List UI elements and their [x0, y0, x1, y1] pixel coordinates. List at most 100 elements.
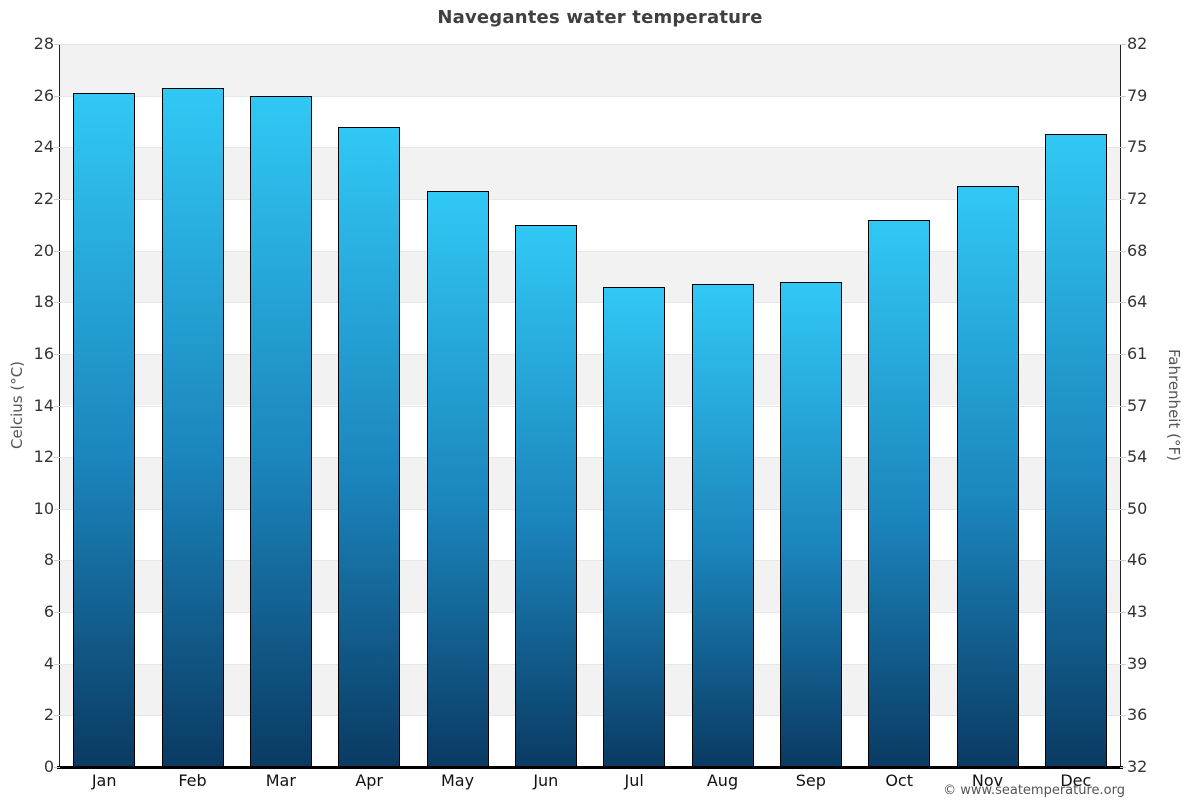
right-axis-tick: [1120, 457, 1126, 459]
y-tick-label-left: 8: [43, 550, 54, 570]
y-tick-label-right: 39: [1127, 653, 1148, 673]
left-axis-tick: [54, 715, 60, 717]
right-axis-tick: [1120, 250, 1126, 252]
y-tick-label-left: 22: [33, 188, 54, 208]
left-axis-tick: [54, 302, 60, 304]
left-axis-tick: [54, 95, 60, 97]
gridline: [60, 509, 1120, 510]
right-axis-tick: [1120, 44, 1126, 45]
x-tick-label-oct: Oct: [885, 771, 913, 790]
x-tick-label-jul: Jul: [624, 771, 644, 790]
left-axis-tick: [54, 44, 60, 45]
y-band: [60, 457, 1120, 509]
y-tick-label-right: 46: [1127, 550, 1148, 570]
right-axis-tick: [1120, 612, 1126, 614]
left-axis-tick: [54, 457, 60, 459]
temperature-bar-nov[interactable]: [956, 186, 1019, 767]
right-axis-tick: [1120, 147, 1126, 149]
y-tick-label-left: 16: [33, 343, 54, 363]
y-tick-label-right: 64: [1127, 292, 1148, 312]
x-tick-label-dec: Dec: [1060, 771, 1092, 790]
x-tick-label-jan: Jan: [91, 771, 117, 790]
gridline: [60, 457, 1120, 458]
temperature-bar-sep[interactable]: [779, 281, 842, 767]
left-axis-tick: [54, 560, 60, 562]
y-band: [60, 250, 1120, 303]
gridline: [60, 354, 1120, 355]
x-tick-label-may: May: [440, 771, 475, 790]
x-tick-label-nov: Nov: [971, 771, 1004, 790]
left-axis-tick: [54, 663, 60, 665]
x-tick-label-sep: Sep: [795, 771, 826, 790]
gridline: [60, 406, 1120, 407]
left-axis-tick: [54, 405, 60, 407]
gridline: [60, 44, 1120, 45]
y-tick-label-left: 0: [43, 757, 54, 776]
left-axis-tick: [54, 353, 60, 355]
temperature-bar-jul[interactable]: [603, 286, 666, 767]
left-axis-tick: [54, 612, 60, 614]
temperature-bar-oct[interactable]: [868, 219, 931, 767]
gridline: [60, 251, 1120, 252]
y-band: [60, 44, 1120, 96]
y-tick-label-left: 20: [33, 240, 54, 260]
y-tick-label-right: 36: [1127, 705, 1148, 725]
right-axis-tick: [1120, 560, 1126, 562]
gridline: [60, 302, 1120, 303]
temperature-bar-feb[interactable]: [161, 87, 224, 767]
right-axis-tick: [1120, 767, 1126, 768]
gridline: [60, 96, 1120, 97]
left-axis-tick: [54, 198, 60, 200]
x-tick-label-aug: Aug: [706, 771, 739, 790]
y-tick-label-right: 79: [1127, 85, 1148, 105]
x-tick-label-mar: Mar: [265, 771, 296, 790]
y-tick-label-left: 4: [43, 653, 54, 673]
right-axis-tick: [1120, 715, 1126, 717]
x-tick-label-apr: Apr: [355, 771, 383, 790]
gridline: [60, 560, 1120, 561]
y-tick-label-left: 26: [33, 85, 54, 105]
y-band: [60, 560, 1120, 613]
temperature-bar-jun[interactable]: [514, 224, 577, 767]
chart-title: Navegantes water temperature: [437, 7, 763, 28]
right-axis-tick: [1120, 302, 1126, 304]
y-tick-label-right: 75: [1127, 137, 1148, 157]
x-tick-label-feb: Feb: [178, 771, 207, 790]
temperature-bar-jan[interactable]: [73, 93, 136, 767]
left-axis-tick: [54, 147, 60, 149]
y-tick-label-right: 68: [1127, 240, 1148, 260]
right-axis-tick: [1120, 663, 1126, 665]
gridline: [60, 664, 1120, 665]
y-tick-label-right: 43: [1127, 602, 1148, 622]
right-axis-tick: [1120, 508, 1126, 510]
y-tick-label-right: 72: [1127, 188, 1148, 208]
x-tick-label-jun: Jun: [533, 771, 559, 790]
y-band: [60, 353, 1120, 406]
y-tick-label-right: 57: [1127, 395, 1148, 415]
gridline: [60, 199, 1120, 200]
right-axis-tick: [1120, 405, 1126, 407]
left-axis-tick: [54, 250, 60, 252]
temperature-bar-aug[interactable]: [691, 284, 754, 767]
gridline: [60, 715, 1120, 716]
y-tick-label-right: 82: [1127, 34, 1148, 53]
y-tick-label-right: 61: [1127, 343, 1148, 363]
y-band: [60, 147, 1120, 199]
x-axis-line: [57, 766, 1123, 769]
temperature-bar-dec[interactable]: [1044, 134, 1107, 767]
y-tick-label-left: 10: [33, 498, 54, 518]
right-axis-tick: [1120, 95, 1126, 97]
y-tick-label-left: 2: [43, 705, 54, 725]
gridline: [60, 147, 1120, 148]
y-band: [60, 663, 1120, 716]
y-tick-label-right: 50: [1127, 498, 1148, 518]
temperature-bar-apr[interactable]: [338, 126, 401, 767]
temperature-bar-may[interactable]: [426, 191, 489, 767]
y-tick-label-left: 14: [33, 395, 54, 415]
left-axis-tick: [54, 508, 60, 510]
left-axis-tick: [54, 767, 60, 768]
copyright-link[interactable]: © www.seatemperature.org: [943, 783, 1125, 798]
right-axis-tick: [1120, 353, 1126, 355]
temperature-bar-mar[interactable]: [249, 95, 312, 767]
y-tick-label-right: 54: [1127, 447, 1148, 467]
